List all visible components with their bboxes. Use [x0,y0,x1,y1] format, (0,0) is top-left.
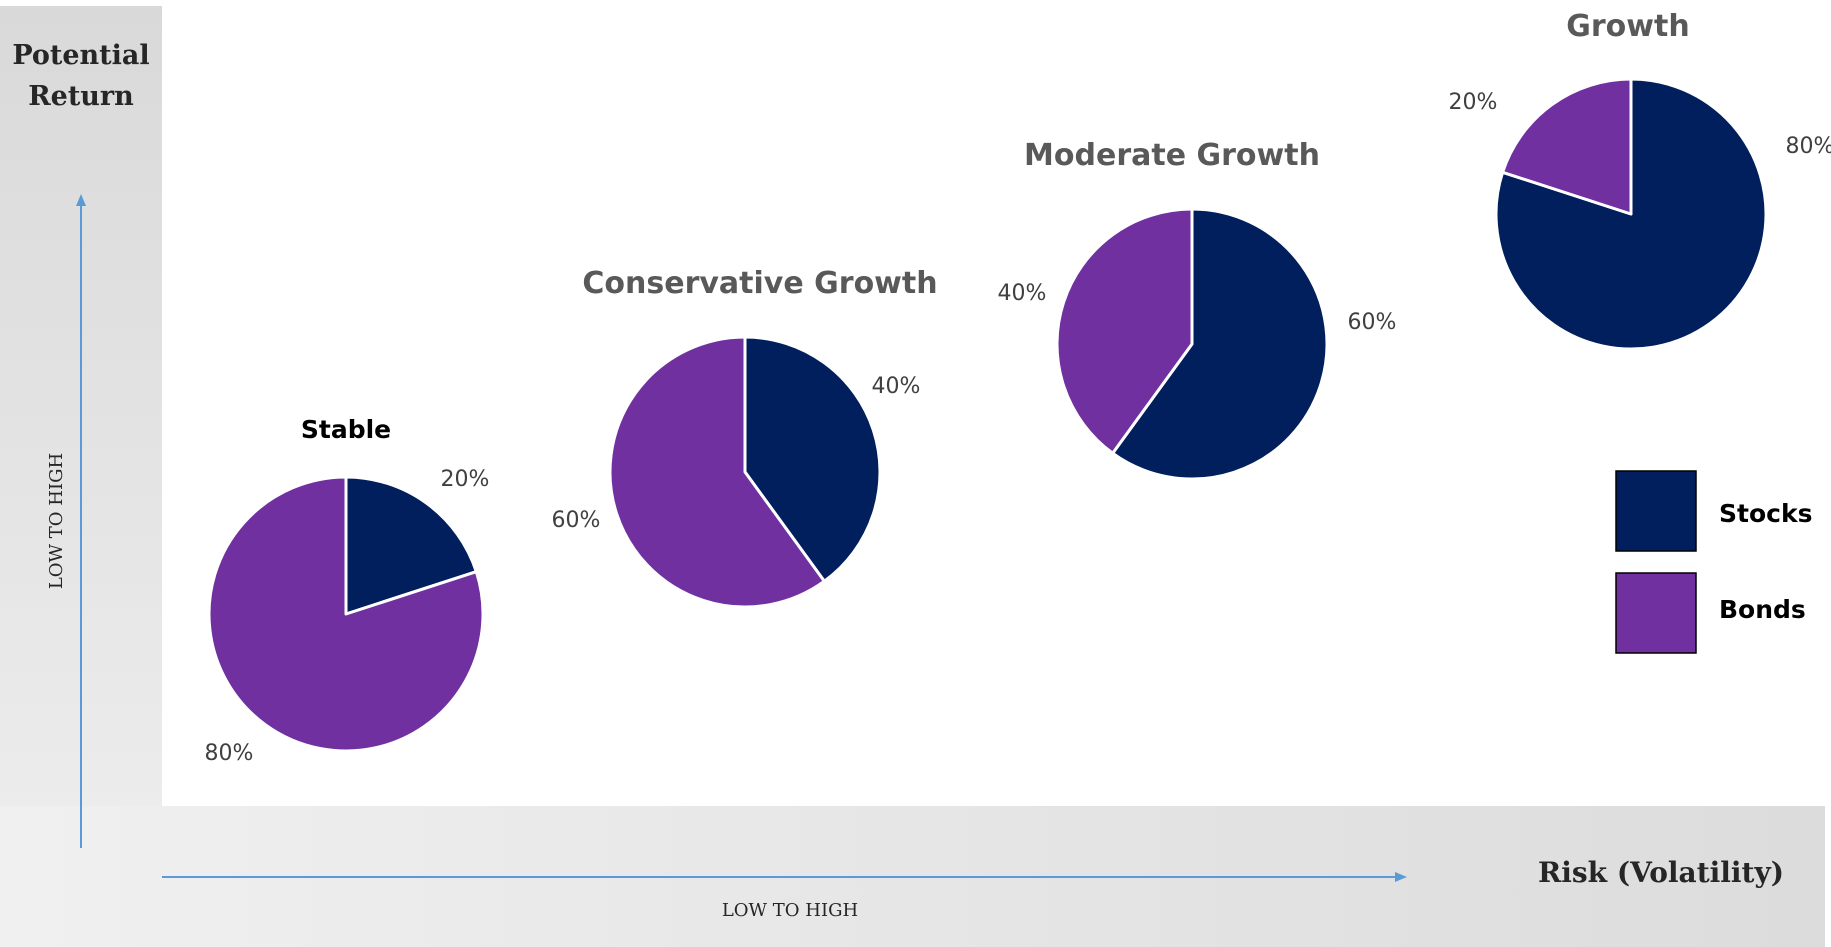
pie-slice-stocks [743,335,882,583]
pie-title: Growth [1566,9,1689,44]
x-axis-range-label: LOW TO HIGH [722,900,858,921]
pie-conservative-growth: 40% 60% Conservative Growth [552,266,938,609]
pie-slice-bonds [207,475,485,753]
slice-label-stocks: 80% [1786,134,1831,159]
legend-label-stocks: Stocks [1719,499,1812,528]
slice-label-stocks: 20% [441,467,490,492]
y-axis-title-line1: Potential [12,40,149,71]
pie-slice-bonds [1501,77,1633,216]
pie-slice-bonds [1055,207,1194,455]
pie-slice-bonds [608,335,826,609]
pie-stable: 20% 80% Stable [205,415,490,766]
y-axis-title-line2: Return [28,81,134,112]
pie-slice-stocks [1111,207,1329,481]
slice-label-bonds: 20% [1449,90,1498,115]
legend: Stocks Bonds [1615,470,1812,654]
pie-growth: 80% 20% Growth [1449,9,1831,351]
slice-label-bonds: 60% [552,508,601,533]
slice-label-bonds: 40% [998,281,1047,306]
slice-label-bonds: 80% [205,741,254,766]
y-axis-arrow [76,194,86,848]
pie-title: Stable [301,415,391,444]
pie-moderate-growth: 60% 40% Moderate Growth [998,138,1397,481]
pie-title: Moderate Growth [1024,138,1320,173]
pie-title: Conservative Growth [582,266,937,301]
x-axis-arrow [162,872,1407,882]
x-axis-title: Risk (Volatility) [1538,856,1784,889]
legend-swatch-bonds [1615,572,1697,654]
slice-label-stocks: 60% [1348,310,1397,335]
pie-group: 20% 80% Stable 40% 60% Conservative Growth 60%… [205,9,1831,766]
y-axis-range-label: LOW TO HIGH [46,453,67,589]
legend-swatch-stocks [1615,470,1697,552]
slice-label-stocks: 40% [872,374,921,399]
pie-slice-stocks [344,475,478,616]
legend-label-bonds: Bonds [1719,595,1806,624]
